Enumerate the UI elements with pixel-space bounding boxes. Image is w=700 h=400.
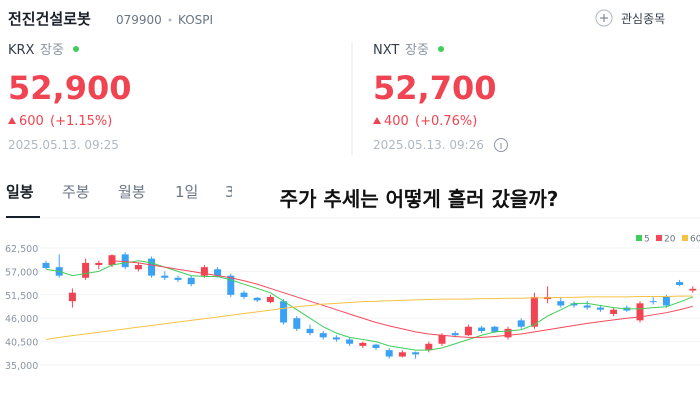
candle-body [253, 297, 261, 301]
candle-body [82, 262, 90, 278]
candle-body [517, 320, 525, 327]
candle-body [161, 275, 169, 278]
candle-body [319, 333, 327, 338]
candle-chart: 35,000 40,500 46,000 51,500 57,000 62,500 5 20 6… [5, 235, 700, 372]
candle-body [425, 343, 433, 351]
market: KOSPI [178, 13, 213, 27]
legend-label: 20 [664, 235, 676, 245]
candle-body [596, 307, 604, 310]
candle-body [227, 275, 235, 295]
y-tick-label: 57,000 [5, 267, 38, 278]
candle-body [200, 267, 208, 276]
change: 400 [384, 114, 409, 129]
change-pct: (+1.15%) [50, 114, 112, 129]
candle-body [689, 288, 697, 291]
change: 600 [19, 114, 44, 129]
period-tab[interactable]: 주봉 [62, 183, 90, 201]
candle-body [346, 339, 354, 344]
y-tick-label: 51,500 [5, 291, 38, 302]
candle-body [676, 282, 684, 286]
plus-icon [595, 9, 613, 27]
market-status: 장중 [405, 43, 429, 58]
candle-body [662, 296, 670, 306]
legend-swatch [682, 235, 688, 241]
candle-body [108, 255, 116, 266]
quote-time: 2025.05.13. 09:25 [8, 138, 119, 152]
candle-body [42, 262, 50, 268]
candle-body [359, 342, 367, 346]
candle-body [385, 350, 393, 357]
moving-average [45, 260, 693, 351]
status-dot [73, 46, 79, 52]
exchange: NXT [373, 43, 399, 58]
candle-body [214, 269, 222, 276]
overlay-box [232, 181, 606, 215]
candle-body [293, 318, 301, 329]
change-pct: (+0.76%) [415, 114, 477, 129]
candle-body [134, 265, 142, 270]
overlay-caption: 주가 추세는 어떻게 흘러 갔을까? [280, 187, 559, 211]
candle-body [306, 328, 314, 334]
stock-code: 079900 [116, 13, 162, 27]
candle-body [530, 296, 538, 327]
up-arrow [373, 117, 381, 124]
candle-body [649, 301, 657, 303]
status-dot [438, 46, 444, 52]
y-tick-label: 62,500 [5, 244, 38, 255]
candle-body [280, 301, 288, 323]
period-tab[interactable]: 월봉 [118, 183, 146, 201]
candle-body [332, 337, 340, 340]
price: 52,700 [373, 69, 496, 107]
up-arrow [8, 117, 16, 124]
candle-body [491, 326, 499, 332]
candle-body [95, 262, 103, 266]
candle-body [583, 305, 591, 308]
candle-body [570, 303, 578, 306]
watch-label[interactable]: 관심종목 [621, 12, 665, 26]
exchange: KRX [8, 43, 35, 58]
candle-body [398, 352, 406, 357]
candle-body [610, 309, 618, 314]
watch-button[interactable]: 관심종목 [595, 9, 665, 27]
candle-body [240, 292, 248, 297]
legend-label: 5 [644, 235, 650, 245]
candle-body [266, 296, 274, 303]
candle-body [478, 327, 486, 331]
quote-time: 2025.05.13. 09:26 [373, 138, 484, 152]
candle-body [187, 277, 195, 285]
candle-body [372, 344, 380, 349]
candle-body [504, 328, 512, 338]
period-tab[interactable]: 일봉 [6, 183, 34, 201]
legend-swatch [656, 235, 662, 241]
moving-average [111, 260, 693, 338]
market-status: 장중 [40, 43, 64, 58]
legend-label: 60 [690, 235, 700, 245]
candle-body [412, 352, 420, 355]
y-tick-label: 40,500 [5, 338, 38, 349]
candle-body [451, 333, 459, 336]
y-tick-label: 46,000 [5, 314, 38, 325]
candle-body [438, 335, 446, 344]
candle-body [68, 292, 76, 302]
candle-body [121, 254, 129, 268]
y-tick-label: 35,000 [5, 361, 38, 372]
legend-swatch [636, 235, 642, 241]
candle-body [557, 301, 565, 306]
separator-dot [168, 18, 172, 22]
period-tab[interactable]: 1일 [175, 183, 198, 201]
info-icon [494, 138, 508, 152]
price: 52,900 [8, 69, 131, 107]
candle-body [636, 303, 644, 321]
quotes: KRX 장중 52,900 600 (+1.15%) 2025.05.13. 09:25 N… [8, 43, 508, 152]
moving-average [45, 295, 693, 340]
stock-name: 전진건설로봇 [8, 10, 91, 28]
candle-body [148, 258, 156, 276]
candle-body [464, 326, 472, 336]
candle-body [174, 277, 182, 280]
